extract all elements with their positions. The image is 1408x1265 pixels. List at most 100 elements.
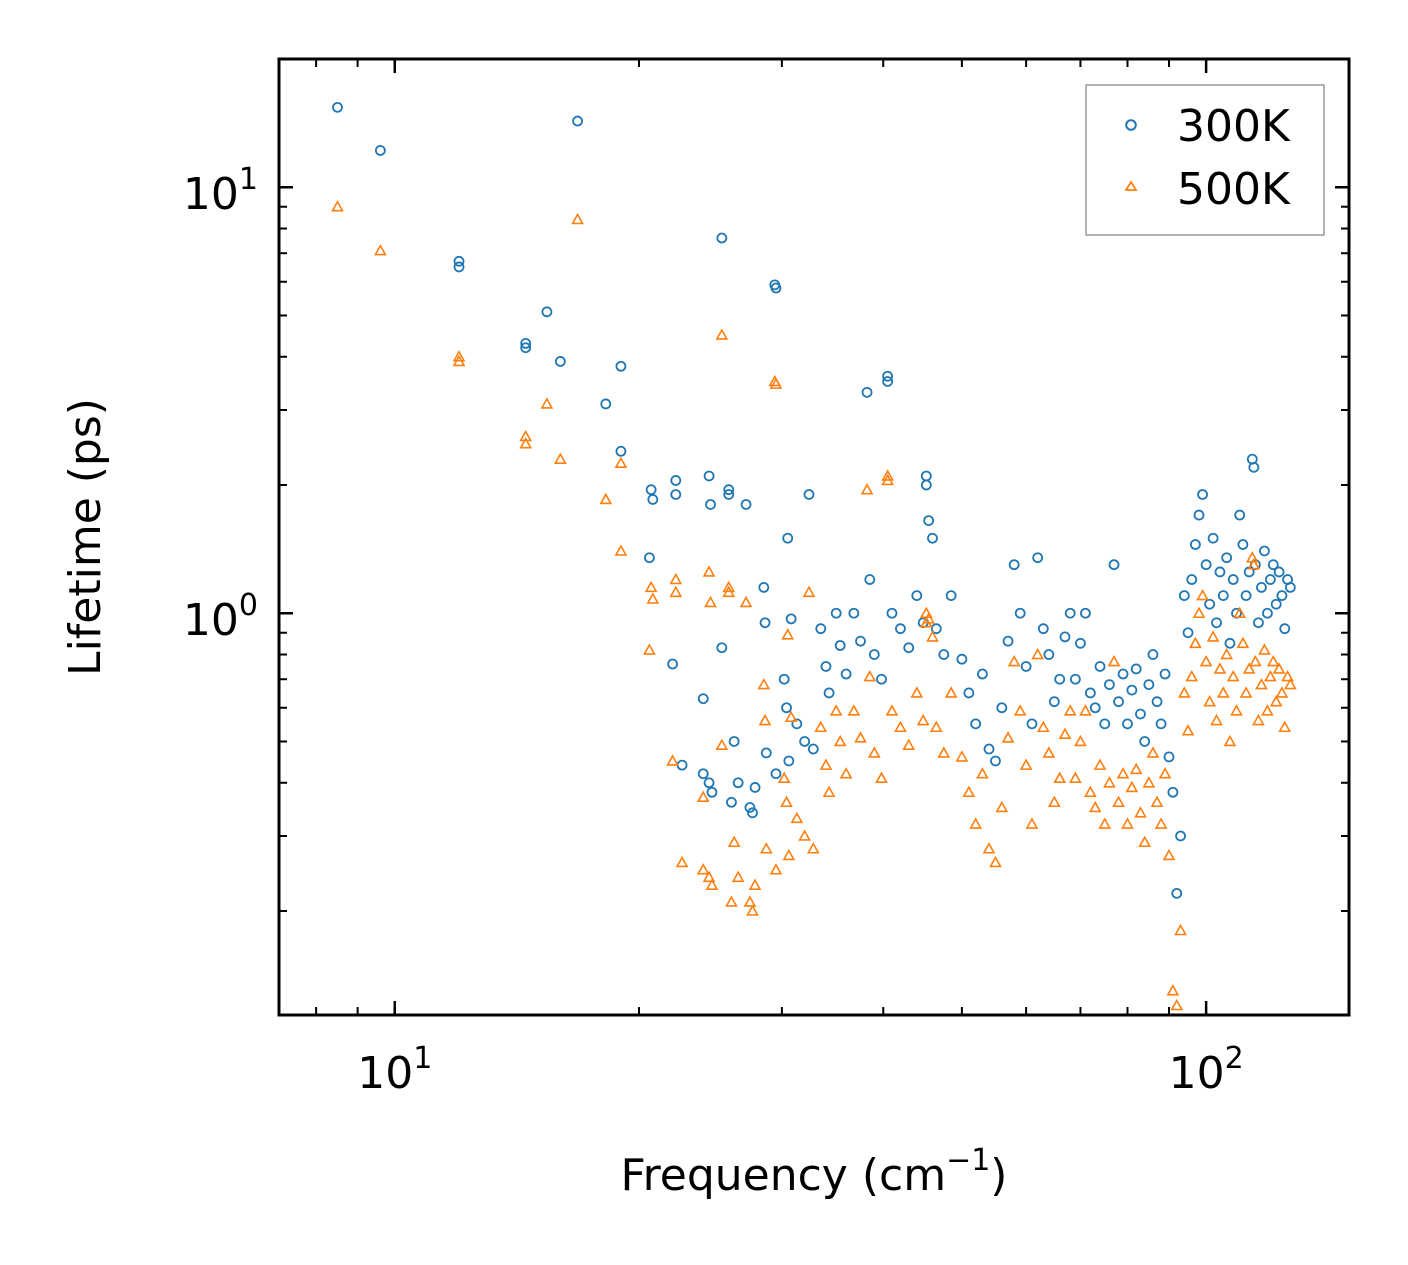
point-500k (452, 350, 466, 362)
point-500k (722, 585, 736, 598)
point-500k (1233, 606, 1247, 619)
point-500k (1236, 636, 1250, 649)
point-500k (1079, 704, 1092, 716)
point-500k (1181, 724, 1195, 736)
point-300k (977, 668, 988, 680)
point-300k (1262, 607, 1273, 619)
point-300k (945, 590, 957, 602)
x-axis-label: Frequency (cm−1) (621, 1143, 1008, 1201)
point-300k (882, 370, 894, 382)
point-300k (332, 101, 343, 113)
point-500k (727, 835, 741, 848)
point-300k (868, 649, 880, 660)
point-300k (781, 702, 792, 714)
point-300k (1267, 559, 1279, 571)
point-300k (903, 642, 915, 654)
point-300k (1200, 559, 1212, 571)
series-500k (331, 200, 1297, 1011)
point-300k (1270, 598, 1282, 610)
point-500k (782, 848, 796, 861)
point-300k (647, 494, 659, 505)
point-500k (666, 754, 679, 766)
point-500k (1001, 731, 1015, 743)
point-300k (1227, 574, 1239, 585)
point-300k (895, 623, 906, 635)
point-300k (703, 470, 715, 482)
point-300k (1064, 607, 1076, 619)
point-300k (1008, 559, 1020, 571)
point-300k (830, 607, 842, 619)
point-300k (726, 796, 737, 808)
point-500k (452, 354, 466, 367)
point-500k (1158, 767, 1172, 779)
x-axis-label-unit: (cm (862, 1150, 946, 1201)
point-500k (722, 580, 736, 593)
y-tick-label-1-base: 10 (183, 595, 239, 646)
point-500k (757, 677, 771, 690)
point-500k (781, 628, 795, 640)
point-500k (1278, 720, 1292, 733)
point-500k (1213, 662, 1227, 674)
x-tick-label-10-exp: 1 (413, 1041, 432, 1076)
point-300k (732, 777, 744, 789)
point-300k (760, 747, 772, 759)
point-300k (983, 743, 995, 755)
point-300k (990, 755, 1001, 767)
point-300k (1167, 786, 1179, 798)
point-500k (802, 585, 816, 598)
point-500k (1174, 923, 1187, 936)
point-300k (807, 743, 819, 755)
point-500k (1088, 800, 1102, 813)
point-500k (777, 771, 791, 783)
legend-label-500k: 500K (1177, 164, 1291, 215)
point-300k (803, 489, 815, 500)
point-300k (716, 232, 728, 244)
point-500k (571, 212, 584, 225)
point-500k (643, 643, 656, 655)
point-300k (823, 687, 835, 699)
point-300k (782, 532, 794, 544)
point-500k (944, 686, 958, 698)
point-500k (867, 746, 881, 758)
point-300k (1099, 718, 1111, 730)
point-500k (715, 328, 729, 340)
point-500k (704, 595, 717, 608)
point-300k (744, 802, 756, 813)
point-300k (1143, 679, 1155, 690)
point-300k (1259, 545, 1270, 557)
point-500k (1084, 785, 1097, 798)
point-500k (1261, 704, 1274, 716)
point-500k (614, 456, 628, 469)
point-300k (1147, 649, 1159, 660)
point-300k (615, 360, 627, 372)
point-500k (696, 790, 710, 802)
point-500k (806, 842, 820, 854)
point-500k (599, 492, 613, 505)
point-500k (894, 720, 907, 733)
point-300k (1234, 509, 1246, 521)
point-500k (1247, 558, 1261, 570)
point-500k (860, 483, 874, 495)
point-300k (1186, 574, 1198, 585)
point-500k (1129, 762, 1143, 775)
point-300k (723, 489, 735, 500)
point-300k (855, 635, 866, 647)
point-500k (554, 452, 567, 464)
point-300k (615, 445, 627, 457)
point-300k (1026, 718, 1038, 730)
point-300k (1264, 574, 1276, 585)
point-500k (702, 870, 716, 883)
point-500k (1121, 817, 1134, 829)
point-300k (1037, 623, 1049, 635)
point-300k (697, 693, 709, 705)
point-300k (938, 649, 950, 660)
legend-frame (1085, 84, 1325, 236)
point-300k (815, 623, 827, 635)
point-300k (1059, 631, 1071, 643)
point-500k (790, 811, 804, 824)
point-300k (1204, 598, 1216, 610)
point-500k (1272, 662, 1286, 674)
point-500k (696, 863, 710, 875)
point-500k (1266, 654, 1280, 667)
